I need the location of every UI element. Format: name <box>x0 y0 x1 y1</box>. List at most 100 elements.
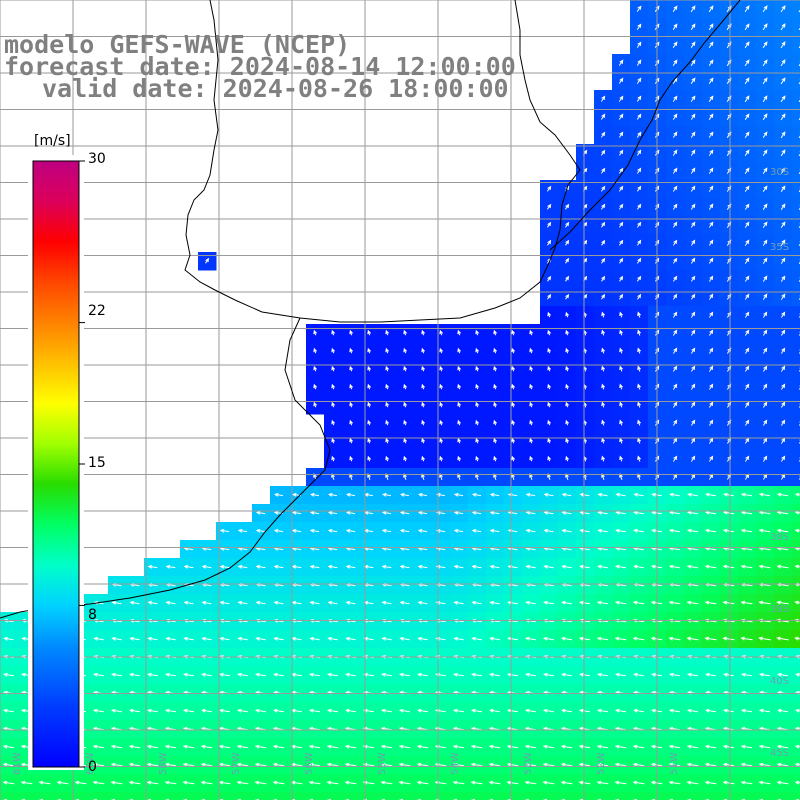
wind-arrow <box>636 23 642 30</box>
wind-arrow <box>618 221 624 228</box>
wind-arrow <box>776 636 789 641</box>
wind-arrow <box>618 59 624 66</box>
wind-arrow <box>309 672 320 677</box>
wind-arrow <box>565 293 570 300</box>
wind-arrow <box>708 95 714 102</box>
wind-arrow <box>331 383 336 390</box>
wind-arrow <box>636 113 642 120</box>
wind-arrow <box>219 636 230 641</box>
wind-arrow <box>421 401 426 408</box>
wind-arrow <box>601 275 606 282</box>
wind-arrow <box>565 437 570 444</box>
wind-arrow <box>470 780 483 785</box>
colorbar-gradient <box>32 160 80 768</box>
wind-arrow <box>525 510 536 515</box>
wind-arrow <box>596 636 609 641</box>
wind-arrow <box>601 401 606 408</box>
wind-cell <box>792 720 800 739</box>
wind-arrow <box>309 564 320 569</box>
wind-arrow <box>201 636 212 641</box>
model-title: modelo GEFS-WAVE (NCEP) <box>4 30 351 59</box>
wind-arrow <box>579 564 590 569</box>
wind-arrow <box>704 600 717 605</box>
wind-arrow <box>399 564 410 569</box>
wind-arrow <box>762 167 768 174</box>
wind-arrow <box>780 257 786 264</box>
wind-arrow <box>529 347 534 354</box>
wind-cell <box>792 234 800 253</box>
wind-arrow <box>637 329 641 336</box>
wind-arrow <box>780 221 786 228</box>
wind-arrow <box>669 510 680 515</box>
colorbar-tick-0: 0 <box>88 759 97 775</box>
wind-arrow <box>744 365 750 372</box>
wind-arrow <box>385 329 390 336</box>
wind-arrow <box>619 401 623 408</box>
wind-cell <box>198 792 217 800</box>
wind-arrow <box>511 419 516 426</box>
wind-cell <box>162 792 181 800</box>
wind-arrow <box>398 762 411 767</box>
wind-arrow <box>705 492 716 497</box>
wind-arrow <box>453 636 464 641</box>
wind-arrow <box>381 600 392 605</box>
wind-arrow <box>381 636 392 641</box>
wind-arrow <box>722 636 735 641</box>
wind-arrow <box>668 762 681 767</box>
wind-arrow <box>619 455 623 462</box>
wind-arrow <box>708 5 714 13</box>
wind-arrow <box>636 203 642 210</box>
wind-arrow <box>780 167 786 174</box>
wind-cell <box>792 162 800 181</box>
wind-arrow <box>614 780 627 785</box>
wind-arrow <box>111 636 122 641</box>
wind-arrow <box>672 383 678 390</box>
wind-arrow <box>601 383 606 390</box>
wind-arrow <box>542 744 555 749</box>
wind-arrow <box>254 780 267 785</box>
wind-arrow <box>128 708 140 713</box>
wind-arrow <box>416 744 429 749</box>
wind-arrow <box>546 203 552 210</box>
wind-arrow <box>367 401 372 408</box>
wind-cell <box>792 396 800 415</box>
wind-arrow <box>255 672 266 677</box>
wind-arrow <box>470 708 482 713</box>
wind-arrow <box>308 762 321 767</box>
wind-arrow <box>399 528 410 533</box>
lat-label: 45S <box>770 748 789 759</box>
wind-arrow <box>601 239 606 246</box>
wind-arrow <box>744 95 750 103</box>
wind-arrow <box>327 510 338 515</box>
wind-arrow <box>493 347 498 354</box>
wind-arrow <box>344 762 357 767</box>
wind-arrow <box>349 329 354 336</box>
wind-cell <box>792 432 800 451</box>
wind-cell <box>792 252 800 271</box>
wind-arrow <box>637 293 642 300</box>
wind-arrow <box>110 762 123 767</box>
wind-arrow <box>111 672 122 677</box>
wind-arrow <box>331 437 336 444</box>
wind-arrow <box>708 23 714 31</box>
wind-cell <box>576 792 595 800</box>
lat-label: 38S <box>770 532 789 543</box>
wind-arrow <box>93 672 104 677</box>
wind-arrow <box>511 347 516 354</box>
wind-cell <box>360 792 379 800</box>
wind-arrow <box>272 762 285 767</box>
wind-arrows <box>2 5 800 800</box>
wind-arrow <box>255 600 266 605</box>
wind-arrow <box>708 275 714 282</box>
wind-arrow <box>349 437 354 444</box>
wind-arrow <box>493 455 498 462</box>
wind-cell <box>450 792 469 800</box>
wind-arrow <box>758 492 771 497</box>
wind-arrow <box>596 762 609 767</box>
wind-arrow <box>636 59 642 66</box>
wind-arrow <box>672 113 678 120</box>
wind-cell <box>558 792 577 800</box>
wind-arrow <box>565 347 570 354</box>
wind-arrow <box>780 41 786 49</box>
wind-arrow <box>672 257 678 264</box>
